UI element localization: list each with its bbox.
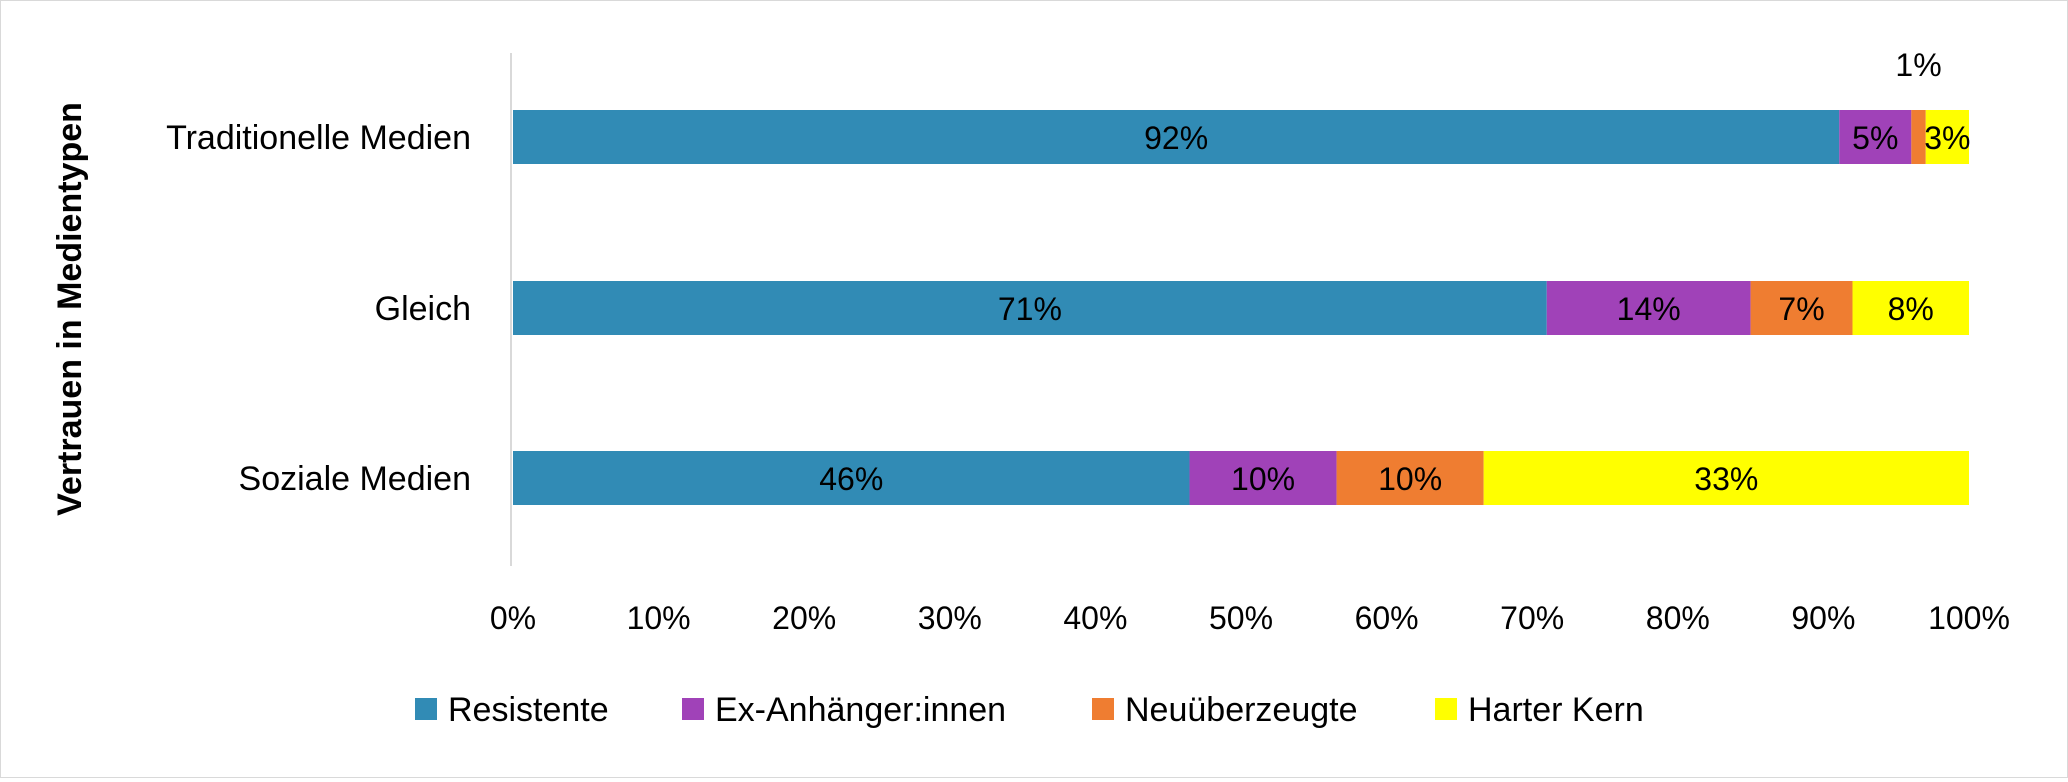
bar-segment-ex-anhaenger-innen-soziale-medien xyxy=(1189,451,1337,505)
legend-label-ex-anhaenger-innen: Ex-Anhänger:innen xyxy=(715,691,1006,729)
data-label-neuueberzeugte-soziale-medien: 10% xyxy=(1378,461,1442,497)
x-tick-label: 100% xyxy=(1928,600,2010,636)
data-label-neuueberzeugte-gleich: 7% xyxy=(1778,291,1824,327)
legend: Resistente Ex-Anhänger:innen Neuüberzeugte… xyxy=(415,691,1644,729)
legend-label-harter-kern: Harter Kern xyxy=(1468,691,1644,729)
x-tick-label: 40% xyxy=(1063,600,1127,636)
x-tick-label: 10% xyxy=(627,600,691,636)
bar-segment-resistente-gleich xyxy=(513,281,1547,335)
legend-label-neuueberzeugte: Neuüberzeugte xyxy=(1125,691,1358,729)
legend-swatch-neuueberzeugte xyxy=(1092,698,1114,720)
data-label-resistente-soziale-medien: 46% xyxy=(819,461,883,497)
bar-segment-resistente-traditionelle-medien xyxy=(513,110,1840,164)
data-label-harter-kern-traditionelle-medien: 3% xyxy=(1924,120,1970,156)
x-tick-label: 30% xyxy=(918,600,982,636)
data-label-neuueberzeugte-traditionelle-medien: 1% xyxy=(1895,47,1941,83)
x-tick-labels: 0% 10% 20% 30% 40% 50% 60% 70% 80% 90% 100% xyxy=(490,600,2010,636)
x-tick-label: 50% xyxy=(1209,600,1273,636)
bar-segment-harter-kern-traditionelle-medien xyxy=(1925,110,1969,164)
category-label-soziale-medien: Soziale Medien xyxy=(239,460,471,498)
data-label-ex-anhaenger-innen-gleich: 14% xyxy=(1617,291,1681,327)
data-label-harter-kern-gleich: 8% xyxy=(1888,291,1934,327)
bar-segment-neuueberzeugte-gleich xyxy=(1750,281,1853,335)
x-tick-label: 0% xyxy=(490,600,536,636)
x-tick-label: 80% xyxy=(1646,600,1710,636)
y-axis-title: Vertrauen in Medientypen xyxy=(51,102,89,516)
data-label-resistente-gleich: 71% xyxy=(998,291,1062,327)
category-label-gleich: Gleich xyxy=(375,290,471,328)
data-label-resistente-traditionelle-medien: 92% xyxy=(1144,120,1208,156)
x-tick-label: 20% xyxy=(772,600,836,636)
legend-swatch-ex-anhaenger-innen xyxy=(682,698,704,720)
bar-segment-ex-anhaenger-innen-gleich xyxy=(1546,281,1751,335)
bar-segment-neuueberzeugte-traditionelle-medien xyxy=(1911,110,1926,164)
bar-segment-harter-kern-gleich xyxy=(1852,281,1969,335)
category-labels: Traditionelle Medien Gleich Soziale Medien xyxy=(166,119,471,498)
legend-label-resistente: Resistente xyxy=(448,691,609,729)
x-tick-label: 90% xyxy=(1791,600,1855,636)
legend-swatch-harter-kern xyxy=(1435,698,1457,720)
category-label-traditionelle-medien: Traditionelle Medien xyxy=(166,119,471,157)
bar-segment-resistente-soziale-medien xyxy=(513,451,1190,505)
data-label-ex-anhaenger-innen-traditionelle-medien: 5% xyxy=(1852,120,1898,156)
bar-segment-harter-kern-soziale-medien xyxy=(1483,451,1969,505)
x-tick-label: 60% xyxy=(1355,600,1419,636)
data-label-harter-kern-soziale-medien: 33% xyxy=(1694,461,1758,497)
bars-group: 92% 5% 1% 3% 71% 14% 7% 8% 46% 10% 10% 33% xyxy=(513,47,1971,505)
x-tick-label: 70% xyxy=(1500,600,1564,636)
data-label-ex-anhaenger-innen-soziale-medien: 10% xyxy=(1231,461,1295,497)
bar-segment-ex-anhaenger-innen-traditionelle-medien xyxy=(1839,110,1912,164)
bar-segment-neuueberzeugte-soziale-medien xyxy=(1336,451,1484,505)
legend-swatch-resistente xyxy=(415,698,437,720)
